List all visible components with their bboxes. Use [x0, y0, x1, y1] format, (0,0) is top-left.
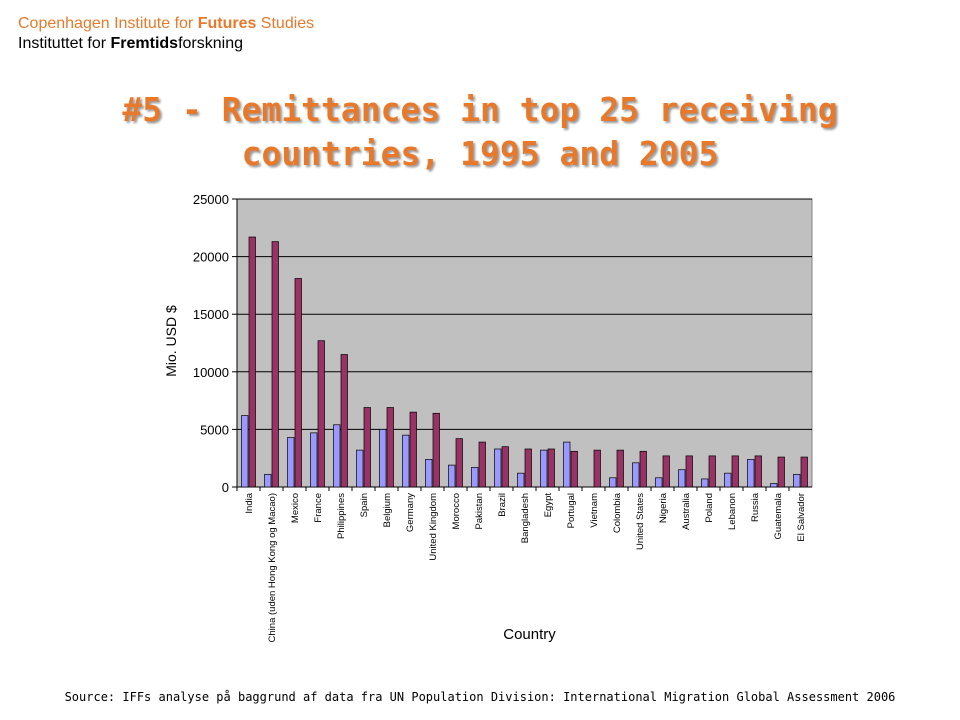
x-tick-label: Bangladesh: [520, 493, 531, 543]
bar-2005: [432, 412, 440, 488]
bar-2005: [271, 241, 279, 488]
y-tick-label: 20000: [193, 250, 229, 265]
bar-2005: [731, 455, 739, 488]
y-tick-label: 5000: [200, 422, 229, 437]
bar-1995: [517, 472, 525, 488]
x-tick-label: Spain: [359, 493, 370, 517]
bar-2005: [317, 340, 325, 488]
institute-name-danish: Instituttet for Fremtidsforskning: [18, 35, 243, 52]
bar-2005: [570, 450, 578, 488]
bar-1995: [494, 448, 502, 488]
bar-1995: [724, 472, 732, 488]
bar-2005: [455, 438, 463, 488]
bar-2005: [547, 448, 555, 488]
bar-2005: [409, 411, 417, 488]
bar-1995: [287, 437, 295, 488]
bar-2005: [685, 455, 693, 488]
bar-2005: [616, 449, 624, 488]
slide-title-line-2: countries, 1995 and 2005: [241, 134, 719, 173]
x-tick-label: United States: [635, 493, 646, 550]
bar-1995: [655, 477, 663, 488]
x-tick-label: Nigeria: [658, 492, 669, 523]
bar-1995: [793, 473, 801, 488]
bar-2005: [777, 456, 785, 488]
bar-2005: [639, 450, 647, 488]
x-tick-label: Brazil: [497, 493, 508, 517]
y-tick-label: 25000: [193, 192, 229, 207]
y-tick-label: 15000: [193, 307, 229, 322]
x-axis-title: Country: [503, 626, 556, 643]
bar-1995: [448, 464, 456, 488]
source-note: Source: IFFs analyse på baggrund af data…: [64, 690, 896, 704]
bar-1995: [770, 483, 778, 488]
y-tick-label: 0: [222, 480, 229, 495]
x-tick-label: Vietnam: [589, 493, 600, 528]
x-tick-label: Philippines: [336, 493, 347, 539]
bar-1995: [609, 477, 617, 488]
slide-title: #5 - Remittances in top 25 receiving cou…: [0, 88, 960, 176]
x-tick-label: Russia: [750, 492, 761, 522]
x-tick-label: Germany: [405, 493, 416, 532]
bar-2005: [501, 446, 509, 488]
x-tick-label: Lebanon: [727, 493, 738, 530]
x-tick-label: Morocco: [451, 493, 462, 529]
bar-2005: [593, 449, 601, 488]
bar-1995: [356, 449, 364, 488]
bar-1995: [678, 469, 686, 488]
plot-area: [236, 198, 813, 488]
bar-2005: [363, 407, 371, 488]
bar-2005: [800, 456, 808, 488]
bar-2005: [386, 407, 394, 488]
bar-1995: [402, 434, 410, 488]
y-axis-title: Mio. USD $: [163, 305, 179, 377]
x-tick-label: Guatemala: [773, 492, 784, 539]
remittances-bar-chart: 0 5000 10000 15000 20000 25000 India China (ude…: [163, 192, 813, 643]
bar-1995: [425, 459, 433, 488]
bar-2005: [708, 455, 716, 488]
x-tick-label: Poland: [704, 493, 715, 523]
x-tick-label: Mexico: [290, 493, 301, 523]
bar-1995: [747, 459, 755, 488]
x-tick-label: El Salvador: [796, 493, 807, 542]
x-tick-label: Belgium: [382, 493, 393, 527]
bar-1995: [563, 441, 571, 488]
bar-2005: [662, 455, 670, 488]
bar-1995: [241, 415, 249, 488]
x-tick-label: Colombia: [612, 492, 623, 533]
bar-2005: [248, 236, 256, 488]
bar-2005: [524, 448, 532, 488]
slide-title-line-1: #5 - Remittances in top 25 receiving: [122, 90, 838, 129]
bar-1995: [264, 473, 272, 488]
x-tick-label: India: [244, 492, 255, 513]
institute-name-english: Copenhagen Institute for Futures Studies: [18, 15, 315, 32]
bar-1995: [310, 432, 318, 488]
x-tick-label: China (uden Hong Kong og Macao): [267, 493, 278, 642]
x-tick-label: United Kingdom: [428, 493, 439, 561]
bar-2005: [754, 455, 762, 488]
x-tick-label: Pakistan: [474, 493, 485, 529]
bar-1995: [379, 429, 387, 488]
bar-2005: [340, 354, 348, 488]
x-tick-label: France: [313, 493, 324, 523]
x-tick-label: Australia: [681, 492, 692, 530]
x-tick-label: Portugal: [566, 493, 577, 528]
bar-1995: [540, 449, 548, 488]
y-tick-label: 10000: [193, 365, 229, 380]
bar-1995: [333, 424, 341, 488]
bar-2005: [294, 278, 302, 488]
bar-1995: [471, 467, 479, 488]
bar-1995: [701, 478, 709, 488]
bar-2005: [478, 441, 486, 488]
bar-1995: [632, 462, 640, 488]
institute-header: Copenhagen Institute for Futures Studies…: [18, 14, 314, 54]
x-tick-label: Egypt: [543, 493, 554, 518]
